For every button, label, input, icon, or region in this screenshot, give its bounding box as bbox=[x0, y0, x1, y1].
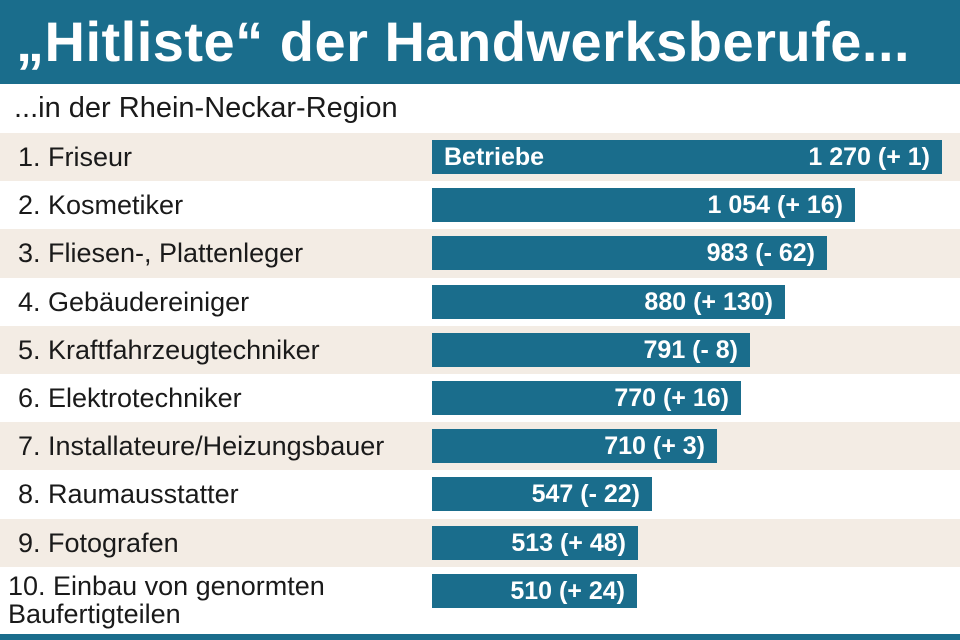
category-label: 9. Fotografen bbox=[18, 527, 179, 558]
bar-value-label: 710 (+ 3) bbox=[604, 432, 705, 461]
bar: 710 (+ 3) bbox=[432, 429, 717, 464]
bottom-divider bbox=[0, 634, 960, 640]
header-bar: „Hitliste“ der Handwerksberufe... bbox=[0, 0, 960, 84]
bar: 513 (+ 48) bbox=[432, 525, 638, 560]
chart-subtitle: ...in der Rhein-Neckar-Region bbox=[14, 92, 398, 124]
chart-title: „Hitliste“ der Handwerksberufe... bbox=[16, 10, 911, 73]
bar-value-label: 1 270 (+ 1) bbox=[808, 143, 930, 171]
category-label: 4. Gebäudereiniger bbox=[18, 286, 250, 317]
bar: 770 (+ 16) bbox=[432, 381, 741, 415]
bar: 1 054 (+ 16) bbox=[432, 188, 855, 223]
category-label: 7. Installateure/Heizungsbauer bbox=[18, 431, 385, 462]
bar-value-label: 1 054 (+ 16) bbox=[707, 191, 843, 220]
bar-value-label: 791 (- 8) bbox=[643, 335, 738, 364]
bar: 880 (+ 130) bbox=[432, 284, 785, 319]
category-label: 6. Elektrotechniker bbox=[18, 383, 242, 413]
bar-value-label: 880 (+ 130) bbox=[644, 287, 773, 316]
category-label: 8. Raumausstatter bbox=[18, 479, 239, 510]
bar: Betriebe 1 270 (+ 1) bbox=[432, 140, 942, 174]
category-label: 2. Kosmetiker bbox=[18, 190, 184, 221]
bar-value-label: 513 (+ 48) bbox=[511, 528, 626, 557]
bar-value-label: 983 (- 62) bbox=[706, 239, 815, 268]
bar: 983 (- 62) bbox=[432, 236, 827, 271]
category-label: 5. Kraftfahrzeugtechniker bbox=[18, 334, 320, 365]
series-label: Betriebe bbox=[444, 143, 545, 171]
bar-value-label: 547 (- 22) bbox=[531, 480, 640, 509]
bar: 791 (- 8) bbox=[432, 332, 750, 367]
category-label: 1. Friseur bbox=[18, 142, 133, 172]
category-label: 3. Fliesen-, Plattenleger bbox=[18, 238, 304, 269]
bar-value-label: 510 (+ 24) bbox=[510, 576, 625, 605]
category-label: 10. Einbau von genormten Baufertigteilen bbox=[8, 570, 325, 629]
bar-value-label: 770 (+ 16) bbox=[614, 384, 729, 412]
bar: 547 (- 22) bbox=[432, 477, 652, 512]
bar: 510 (+ 24) bbox=[432, 573, 637, 608]
